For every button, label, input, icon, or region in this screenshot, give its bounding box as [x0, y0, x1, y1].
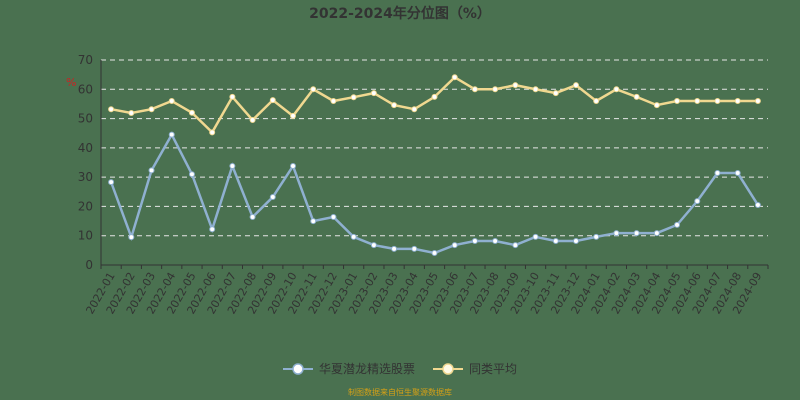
- data-point[interactable]: [370, 90, 377, 97]
- data-point[interactable]: [411, 245, 418, 252]
- data-point[interactable]: [168, 98, 175, 104]
- data-point[interactable]: [552, 237, 559, 244]
- data-point[interactable]: [471, 86, 478, 93]
- data-point[interactable]: [229, 93, 236, 100]
- data-point[interactable]: [209, 129, 216, 136]
- data-point[interactable]: [754, 201, 761, 208]
- data-point[interactable]: [249, 213, 256, 220]
- y-tick-label: 20: [78, 199, 93, 213]
- y-tick-label: 60: [78, 82, 93, 96]
- data-point[interactable]: [269, 97, 276, 104]
- data-point[interactable]: [492, 237, 499, 244]
- data-point[interactable]: [128, 110, 135, 117]
- data-point[interactable]: [633, 93, 640, 100]
- data-point[interactable]: [694, 98, 701, 104]
- data-point[interactable]: [674, 98, 681, 104]
- data-point[interactable]: [290, 112, 297, 119]
- legend-marker-fund-icon: [282, 362, 313, 375]
- data-point[interactable]: [350, 233, 357, 240]
- data-point[interactable]: [653, 102, 660, 109]
- data-point[interactable]: [512, 242, 519, 249]
- data-point[interactable]: [593, 233, 600, 240]
- data-point[interactable]: [431, 93, 438, 100]
- data-point[interactable]: [108, 106, 115, 113]
- data-point[interactable]: [754, 98, 761, 104]
- data-point[interactable]: [714, 170, 721, 177]
- y-tick-label: 0: [85, 258, 93, 272]
- legend-item-fund[interactable]: 华夏潜龙精选股票: [282, 360, 415, 377]
- y-tick-label: 50: [78, 112, 93, 126]
- data-point[interactable]: [451, 242, 458, 249]
- data-point[interactable]: [613, 86, 620, 93]
- data-point[interactable]: [148, 167, 155, 174]
- y-unit-label: %: [66, 76, 76, 89]
- legend-marker-peer-icon: [433, 362, 463, 375]
- data-point[interactable]: [330, 98, 337, 104]
- data-point[interactable]: [188, 109, 195, 116]
- legend-label-fund: 华夏潜龙精选股票: [318, 362, 415, 376]
- data-point[interactable]: [269, 194, 276, 201]
- data-point[interactable]: [492, 86, 499, 93]
- data-point[interactable]: [431, 249, 438, 256]
- data-point[interactable]: [633, 230, 640, 237]
- peer-average-line: [110, 75, 758, 135]
- data-point[interactable]: [209, 226, 216, 233]
- data-point[interactable]: [471, 237, 478, 244]
- y-tick-label: 70: [78, 53, 93, 67]
- chart-title: 2022-2024年分位图（%）: [309, 6, 491, 22]
- data-point[interactable]: [128, 234, 135, 241]
- legend-label-peer-average: 同类平均: [469, 362, 518, 376]
- data-point[interactable]: [310, 86, 317, 93]
- data-point[interactable]: [512, 82, 519, 89]
- data-point[interactable]: [350, 94, 357, 101]
- data-point[interactable]: [411, 106, 418, 113]
- line-chart: 010203040506070%2022-012022-022022-03202…: [66, 53, 769, 316]
- y-tick-label: 40: [78, 141, 93, 155]
- data-point[interactable]: [310, 218, 317, 225]
- data-point[interactable]: [532, 86, 539, 93]
- data-point[interactable]: [229, 163, 236, 170]
- data-point[interactable]: [148, 106, 155, 113]
- y-tick-label: 30: [78, 170, 93, 184]
- data-point[interactable]: [391, 245, 398, 252]
- data-point[interactable]: [572, 82, 579, 89]
- data-point[interactable]: [290, 163, 297, 170]
- data-point[interactable]: [694, 198, 701, 205]
- data-point[interactable]: [108, 179, 115, 186]
- data-point[interactable]: [451, 74, 458, 81]
- data-point[interactable]: [249, 117, 256, 124]
- data-point[interactable]: [572, 237, 579, 244]
- y-tick-label: 10: [78, 229, 93, 243]
- data-point[interactable]: [188, 171, 195, 178]
- data-point[interactable]: [734, 170, 741, 177]
- data-point[interactable]: [613, 230, 620, 237]
- data-point[interactable]: [653, 230, 660, 237]
- legend: 华夏潜龙精选股票 同类平均: [0, 360, 800, 377]
- legend-item-peer-average[interactable]: 同类平均: [433, 360, 517, 377]
- data-point[interactable]: [593, 98, 600, 104]
- data-point[interactable]: [168, 131, 175, 138]
- data-point[interactable]: [674, 221, 681, 228]
- data-point[interactable]: [734, 98, 741, 104]
- data-point[interactable]: [391, 102, 398, 109]
- data-point[interactable]: [552, 90, 559, 97]
- data-point[interactable]: [714, 98, 721, 104]
- data-point[interactable]: [330, 213, 337, 220]
- source-note: 制图数据来自恒生聚源数据库: [348, 388, 452, 397]
- data-point[interactable]: [532, 233, 539, 240]
- data-point[interactable]: [370, 242, 377, 249]
